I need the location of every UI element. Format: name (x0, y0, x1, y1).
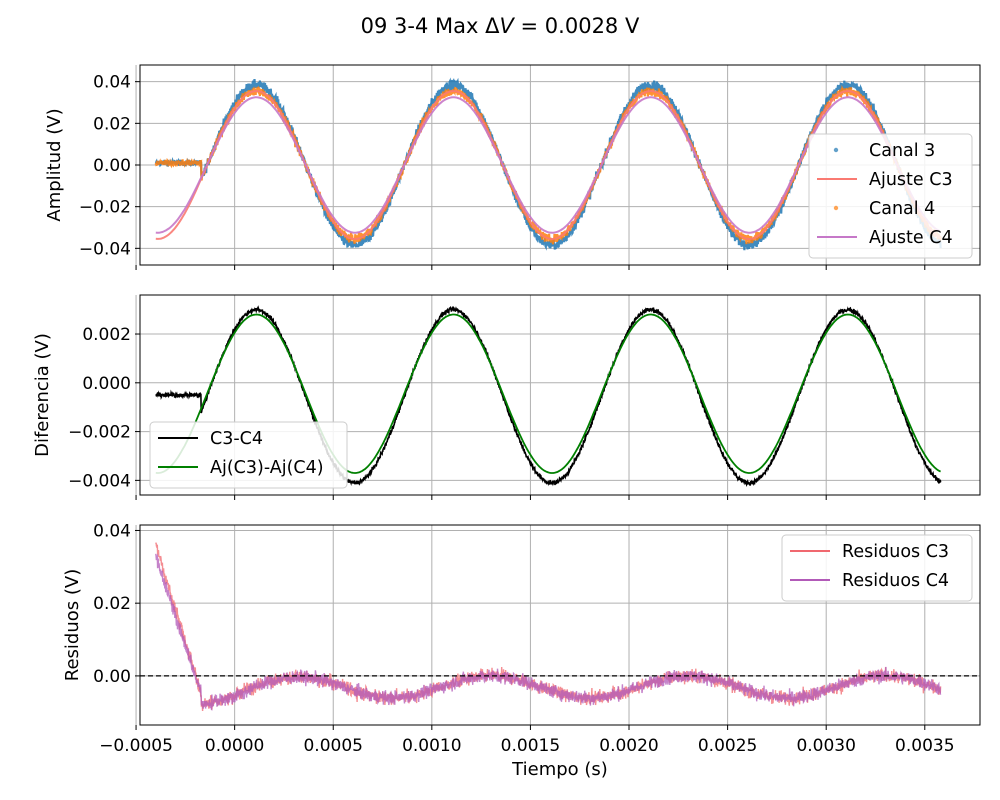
x-tick-label: 0.0005 (303, 736, 362, 756)
y-tick-label: 0.02 (93, 114, 131, 134)
panel-difference: −0.004 −0.002 0.000 0.002 Diferencia (V) C3-C… (32, 294, 981, 500)
y-tick-label: −0.02 (79, 198, 131, 218)
series-aj-diff (155, 313, 941, 474)
y-axis-label: Diferencia (V) (32, 333, 53, 457)
y-tick-label: 0.04 (93, 73, 131, 93)
legend-box (149, 421, 348, 489)
x-tick-label: 0.0035 (895, 736, 954, 756)
legend-marker (833, 147, 839, 153)
x-tick-label: 0.0030 (796, 736, 855, 756)
x-tick-label: 0.0010 (402, 736, 461, 756)
axes-frame (139, 294, 981, 496)
x-tick-label: 0.0020 (599, 736, 658, 756)
y-tick-label: 0.02 (93, 594, 131, 614)
panel-amplitude: −0.04 −0.02 0.00 0.02 0.04 Amplitud (V) Canal … (44, 64, 981, 270)
y-axis-label: Residuos (V) (62, 569, 83, 681)
x-axis-label: Tiempo (s) (511, 759, 608, 780)
legend-label: Canal 4 (869, 199, 935, 219)
y-tick-label: 0.000 (82, 374, 131, 394)
x-tick-label: −0.0005 (99, 736, 173, 756)
legend-label: Residuos C3 (842, 542, 949, 562)
legend-marker (833, 205, 839, 211)
y-tick-label: 0.00 (93, 156, 131, 176)
legend-label: Canal 3 (869, 141, 935, 161)
x-tick-label: 0.0025 (698, 736, 757, 756)
y-tick-label: 0.00 (93, 667, 131, 687)
x-tick-label: 0.0015 (501, 736, 560, 756)
legend-box (808, 133, 973, 259)
y-tick-label: −0.04 (79, 239, 131, 259)
y-tick-label: −0.002 (68, 423, 131, 443)
legend: Canal 3 Ajuste C3 Canal 4 Ajuste C4 (808, 133, 973, 259)
y-tick-label: 0.04 (93, 521, 131, 541)
y-tick-label: −0.004 (68, 471, 131, 491)
plot-area (155, 305, 942, 487)
legend-label: C3-C4 (210, 429, 263, 449)
figure-title: 09 3-4 Max ΔV = 0.0028 V (361, 14, 640, 38)
legend-label: Ajuste C4 (869, 228, 953, 248)
legend: C3-C4 Aj(C3)-Aj(C4) (149, 421, 348, 489)
series-residuos-c4 (155, 553, 942, 711)
y-axis-label: Amplitud (V) (44, 108, 65, 221)
x-tick-label: 0.0000 (205, 736, 264, 756)
legend-label: Aj(C3)-Aj(C4) (210, 458, 324, 478)
axes-frame (139, 524, 981, 726)
legend-label: Residuos C4 (842, 571, 949, 591)
legend-label: Ajuste C3 (869, 170, 953, 190)
y-tick-label: 0.002 (82, 325, 131, 345)
panel-residuals: 0.00 0.02 0.04 −0.0005 0.0000 0.0005 0.0010 0.0… (62, 521, 981, 780)
legend: Residuos C3 Residuos C4 (781, 534, 973, 602)
